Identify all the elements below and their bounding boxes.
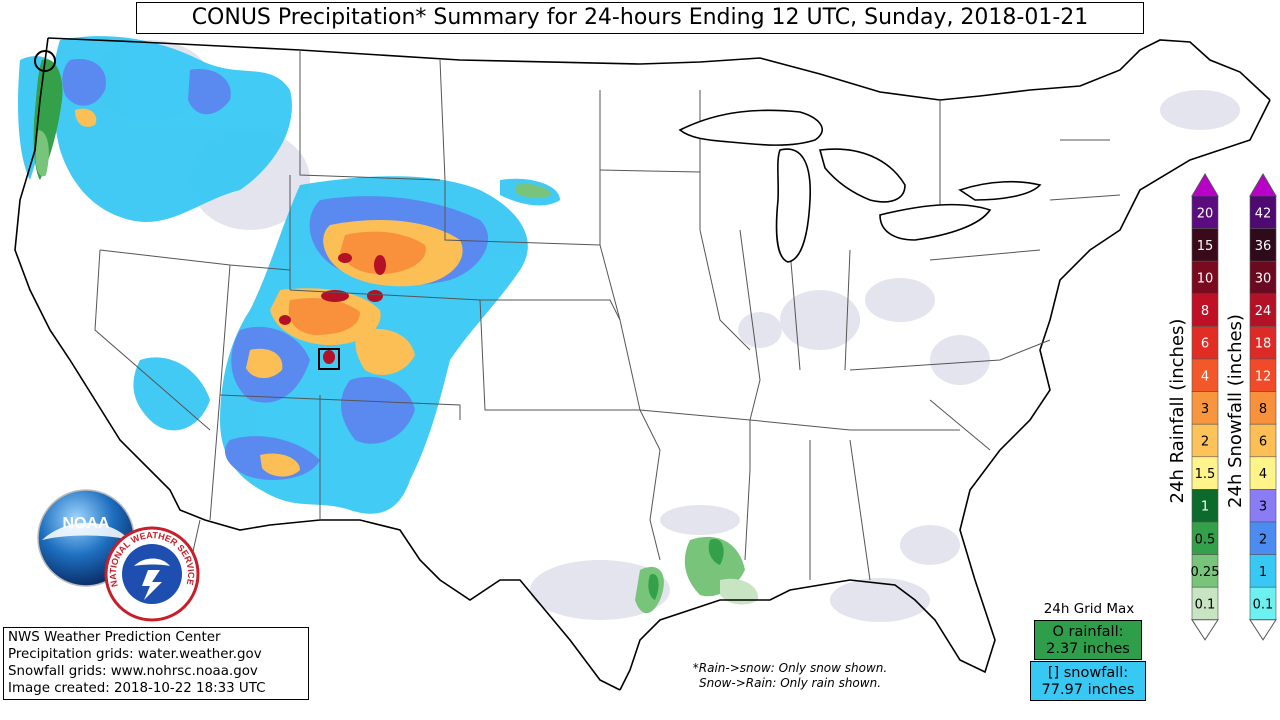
snow-legend-swatch	[1249, 456, 1277, 490]
rain-legend-swatch	[1191, 423, 1219, 458]
credit-line-image-created: Image created: 2018-10-22 18:33 UTC	[8, 681, 266, 696]
snow-legend-swatch	[1249, 423, 1277, 458]
rain-legend-level: 1	[1201, 500, 1209, 515]
snow-legend-swatch	[1249, 260, 1277, 295]
rain-legend-swatch	[1191, 586, 1219, 621]
snow-legend-swatch	[1249, 391, 1277, 425]
credit-line-wpc: NWS Weather Prediction Center	[8, 630, 221, 645]
rain-legend-swatch	[1191, 358, 1219, 392]
rain-legend-level: 0.1	[1195, 598, 1216, 613]
grid-max-snowfall-label: [] snowfall:	[1047, 665, 1129, 681]
rain-legend-swatch	[1191, 293, 1219, 327]
snow-legend-level: 3	[1259, 500, 1267, 515]
rain-legend-swatch	[1191, 326, 1219, 360]
grid-max-rainfall: O rainfall: 2.37 inches	[1034, 620, 1142, 660]
snow-legend-bottom-arrow	[1249, 619, 1277, 641]
boundaries	[14, 37, 1271, 691]
rain-legend-level: 0.5	[1195, 532, 1216, 547]
noaa-logo-text: NOAA	[62, 515, 110, 532]
credits-box: NWS Weather Prediction Center Precipitat…	[3, 627, 309, 700]
rain-legend-swatch	[1191, 456, 1219, 490]
snow-legend-level: 12	[1255, 369, 1272, 384]
snow-legend-swatch	[1249, 195, 1277, 229]
note-line-1: *Rain->snow: Only snow shown.	[692, 661, 888, 675]
snow-legend-level: 30	[1255, 272, 1272, 287]
max-snowfall-marker	[318, 348, 340, 370]
rainfall-areas	[33, 59, 759, 614]
credit-line-precip-grids: Precipitation grids: water.weather.gov	[8, 647, 262, 662]
grid-max-snowfall: [] snowfall: 77.97 inches	[1030, 661, 1146, 701]
snow-legend-level: 36	[1255, 239, 1272, 254]
rainfall-legend: 20 15 10 8 6 4 3 2 1.5 1 0.5 0.25 0.1	[1191, 173, 1220, 641]
snow-legend-swatch	[1249, 586, 1277, 621]
snowfall-legend: 42 36 30 24 18 12 8 6 4 3 2 1 0.1	[1249, 173, 1277, 641]
grid-max-snowfall-value: 77.97 inches	[1041, 682, 1135, 698]
max-rainfall-marker	[34, 50, 56, 72]
snow-legend-level: 8	[1259, 402, 1267, 417]
snow-legend-level: 0.1	[1253, 598, 1274, 613]
us-outline	[14, 37, 1271, 691]
rain-legend-bottom-arrow	[1191, 619, 1219, 641]
snowfall-legend-title: 24h Snowfall (inches)	[1225, 314, 1246, 508]
snowfall-heavy	[75, 108, 463, 477]
snow-legend-level: 4	[1259, 467, 1267, 482]
rain-legend-swatch	[1191, 195, 1219, 229]
credit-line-snowfall-grids: Snowfall grids: www.nohrsc.noaa.gov	[8, 664, 258, 679]
rain-legend-level: 4	[1201, 369, 1209, 384]
snow-legend-level: 42	[1255, 206, 1272, 221]
snow-legend-swatch	[1249, 293, 1277, 327]
snow-legend-swatch	[1249, 554, 1277, 588]
great-lakes	[678, 109, 1042, 263]
rain-legend-level: 10	[1197, 272, 1214, 287]
snow-legend-swatch	[1249, 228, 1277, 262]
grid-max-label: 24h Grid Max	[1043, 601, 1135, 617]
snow-legend-level: 6	[1259, 435, 1267, 450]
rain-legend-level: 15	[1197, 239, 1214, 254]
snow-legend-level: 1	[1259, 565, 1267, 580]
rain-legend-swatch	[1191, 228, 1219, 262]
snow-legend-level: 2	[1259, 532, 1267, 547]
rain-legend-level: 20	[1197, 206, 1214, 221]
rainfall-legend-title: 24h Rainfall (inches)	[1167, 318, 1188, 504]
rain-legend-swatch	[1191, 554, 1219, 588]
rain-legend-level: 0.25	[1191, 565, 1220, 580]
rain-legend-level: 2	[1201, 435, 1209, 450]
snow-legend-swatch	[1249, 489, 1277, 523]
snowfall-extreme	[279, 253, 386, 364]
rain-legend-level: 8	[1201, 304, 1209, 319]
precip-type-note: *Rain->snow: Only snow shown. Snow->Rain…	[660, 661, 920, 691]
rain-legend-level: 3	[1201, 402, 1209, 417]
snow-legend-swatch	[1249, 326, 1277, 360]
rain-legend-level: 6	[1201, 337, 1209, 352]
note-line-2: Snow->Rain: Only rain shown.	[698, 676, 882, 690]
map-title: CONUS Precipitation* Summary for 24-hour…	[136, 2, 1144, 34]
grid-max-rainfall-value: 2.37 inches	[1046, 641, 1130, 657]
snow-legend-level: 24	[1255, 304, 1272, 319]
snow-legend-swatch	[1249, 521, 1277, 555]
nws-logo: NATIONAL WEATHER SERVICE	[104, 526, 200, 622]
rain-legend-level: 1.5	[1195, 467, 1216, 482]
snow-legend-level: 18	[1255, 337, 1272, 352]
rain-legend-swatch	[1191, 391, 1219, 425]
grid-max-rainfall-label: O rainfall:	[1052, 624, 1124, 640]
